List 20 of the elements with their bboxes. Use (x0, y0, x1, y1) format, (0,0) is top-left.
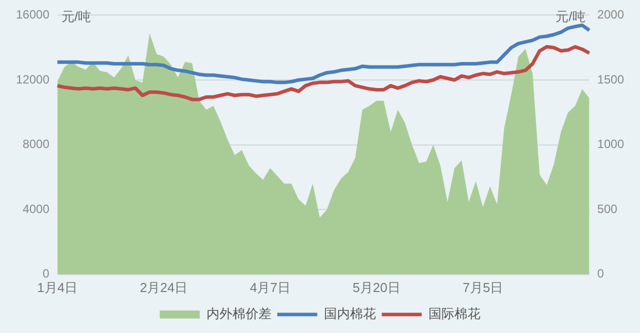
y2-tick-label: 1000 (597, 137, 624, 152)
x-tick-label: 4月7日 (250, 280, 290, 295)
y-axis-title: 元/吨 (61, 8, 91, 24)
x-tick-label: 5月20日 (352, 280, 400, 295)
y2-tick-label: 1500 (597, 72, 624, 86)
x-tick-label: 1月4日 (37, 280, 78, 295)
legend-label: 国际棉花 (428, 306, 480, 322)
y2-tick-label: 2000 (597, 8, 624, 22)
legend-label: 国内棉花 (324, 306, 376, 322)
y-tick-label: 8000 (22, 137, 50, 152)
y-tick-label: 12000 (16, 72, 50, 86)
legend-label: 内外棉价差 (206, 306, 272, 322)
y2-tick-label: 500 (597, 202, 618, 216)
x-tick-label: 2月24日 (140, 280, 188, 295)
y2-tick-label: 0 (597, 266, 604, 281)
x-tick-label: 7月5日 (462, 280, 504, 295)
y2-axis-title: 元/吨 (556, 8, 586, 24)
y-tick-label: 16000 (16, 8, 50, 22)
y-tick-label: 4000 (22, 202, 50, 216)
y-tick-label: 0 (42, 266, 50, 281)
